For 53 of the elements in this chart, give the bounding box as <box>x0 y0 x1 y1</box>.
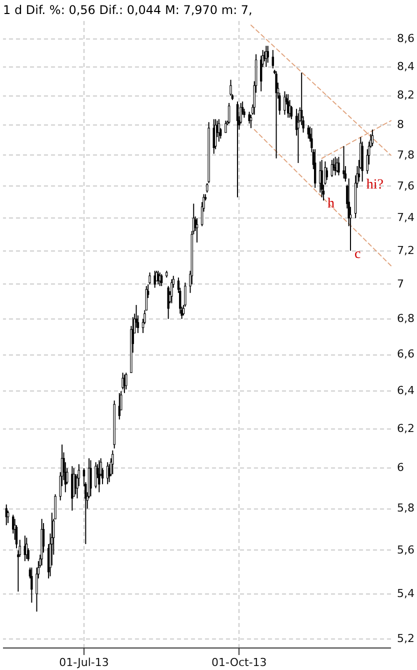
y-tick-label: 7,2 <box>397 244 414 257</box>
y-tick-label: 5,4 <box>397 586 414 600</box>
y-tick-label: 7,8 <box>397 148 414 162</box>
y-tick-label: 8 <box>397 118 404 132</box>
candlestick <box>122 372 124 390</box>
candlestick <box>125 372 128 390</box>
candlestick <box>98 460 100 493</box>
y-tick-label: 8,6 <box>397 32 414 45</box>
candlestick <box>250 114 252 129</box>
candlestick <box>326 167 328 181</box>
y-tick-label: 5,8 <box>397 502 414 515</box>
candlestick <box>320 159 323 198</box>
y-tick-label: 8,2 <box>397 88 414 102</box>
candlestick <box>228 102 230 124</box>
y-tick-label: 7 <box>397 277 404 290</box>
x-tick-label: 01-Oct-13 <box>212 656 267 669</box>
candlestick <box>334 156 336 176</box>
candlestick <box>230 79 232 96</box>
candlestick <box>338 156 340 176</box>
candlestick <box>90 460 92 497</box>
candlestick <box>275 70 278 159</box>
candlestick <box>371 129 374 147</box>
annotation: h <box>328 196 335 212</box>
y-tick-label: 5,6 <box>397 543 414 556</box>
y-tick-label: 7,6 <box>397 179 414 192</box>
y-tick-label: 5,2 <box>397 632 414 645</box>
candlestick <box>236 101 239 198</box>
annotation: hi? <box>366 178 384 193</box>
y-tick-label: 6,2 <box>397 422 414 436</box>
candlestick <box>266 45 269 64</box>
candlestick <box>157 270 160 285</box>
y-tick-label: 6,6 <box>397 348 414 361</box>
y-tick-label: 8,4 <box>397 60 414 73</box>
x-tick-label: 01-Jul-13 <box>59 656 109 669</box>
y-tick-label: 6,4 <box>397 384 414 398</box>
candlestick <box>212 118 215 154</box>
y-tick-label: 7,4 <box>397 211 414 224</box>
y-tick-label: 6 <box>397 461 404 474</box>
candlestick <box>342 146 345 179</box>
candlestick <box>160 274 163 287</box>
annotation: c <box>354 246 361 262</box>
candlestick <box>248 111 250 124</box>
candlestick <box>148 272 151 285</box>
candlestick <box>284 90 286 116</box>
y-tick-label: 6,8 <box>397 312 414 325</box>
candlestick <box>30 567 33 604</box>
candlestick <box>94 462 97 489</box>
chart-title: 1 d Dif. %: 0,56 Dif.: 0,044 M: 7,970 m: 7, <box>3 3 252 17</box>
candlestick <box>196 218 198 244</box>
candlestick <box>272 50 274 69</box>
candlestick <box>206 182 208 194</box>
candlestick <box>154 270 156 288</box>
candlestick <box>5 504 8 526</box>
